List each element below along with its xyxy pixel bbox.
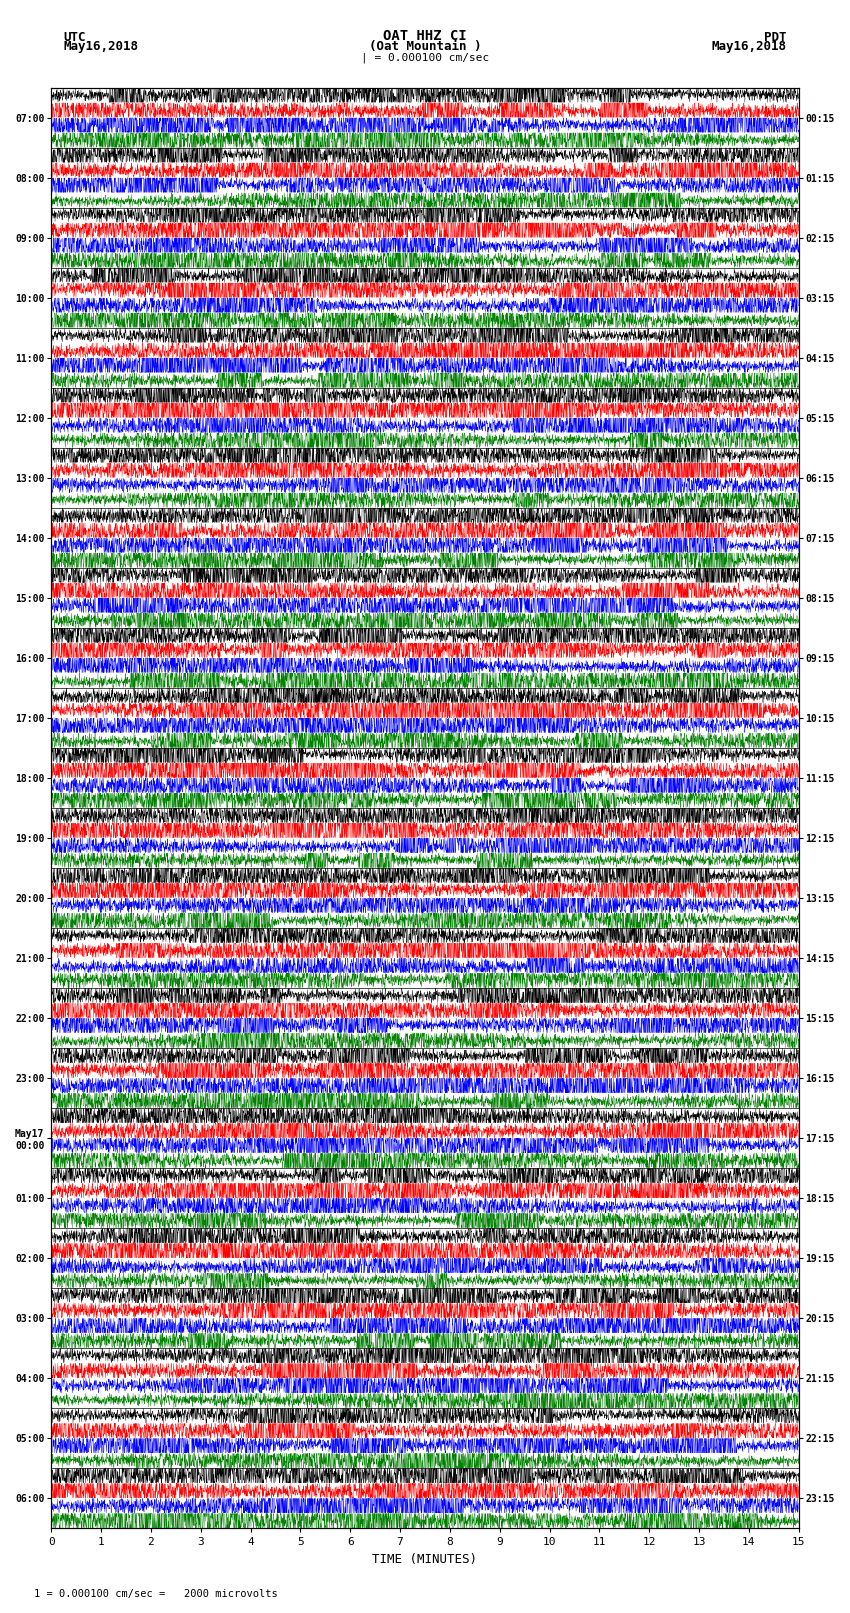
Text: 1 = 0.000100 cm/sec =   2000 microvolts: 1 = 0.000100 cm/sec = 2000 microvolts xyxy=(34,1589,278,1598)
Text: OAT HHZ CI: OAT HHZ CI xyxy=(383,29,467,44)
X-axis label: TIME (MINUTES): TIME (MINUTES) xyxy=(372,1553,478,1566)
Text: UTC: UTC xyxy=(64,31,86,44)
Text: May16,2018: May16,2018 xyxy=(711,40,786,53)
Text: (Oat Mountain ): (Oat Mountain ) xyxy=(369,40,481,53)
Text: | = 0.000100 cm/sec: | = 0.000100 cm/sec xyxy=(361,52,489,63)
Text: PDT: PDT xyxy=(764,31,786,44)
Text: May16,2018: May16,2018 xyxy=(64,40,139,53)
